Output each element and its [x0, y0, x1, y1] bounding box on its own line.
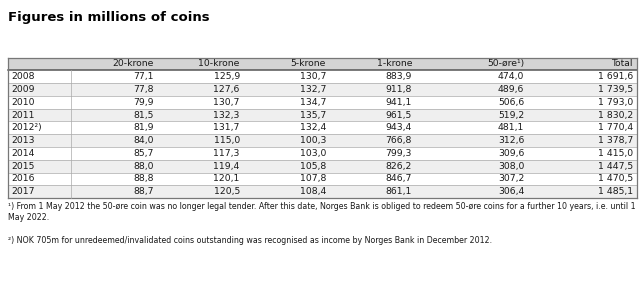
Text: 1 415,0: 1 415,0 [598, 149, 633, 158]
Text: 88,7: 88,7 [133, 187, 154, 196]
Text: 105,8: 105,8 [300, 162, 326, 171]
Text: 941,1: 941,1 [386, 98, 412, 107]
Text: 132,3: 132,3 [213, 111, 240, 120]
Text: 108,4: 108,4 [300, 187, 326, 196]
Text: 1 485,1: 1 485,1 [598, 187, 633, 196]
Text: 107,8: 107,8 [300, 175, 326, 183]
Text: ²) NOK 705m for unredeemed/invalidated coins outstanding was recognised as incom: ²) NOK 705m for unredeemed/invalidated c… [8, 236, 492, 245]
Text: 961,5: 961,5 [386, 111, 412, 120]
Text: Figures in millions of coins: Figures in millions of coins [8, 11, 209, 24]
Text: 50-øre¹): 50-øre¹) [487, 60, 524, 69]
Text: 308,0: 308,0 [498, 162, 524, 171]
Text: 1 378,7: 1 378,7 [598, 136, 633, 145]
Text: 309,6: 309,6 [498, 149, 524, 158]
Text: 2009: 2009 [12, 85, 35, 94]
Text: 312,6: 312,6 [498, 136, 524, 145]
Text: 1 793,0: 1 793,0 [598, 98, 633, 107]
Text: 120,5: 120,5 [214, 187, 240, 196]
Text: 506,6: 506,6 [498, 98, 524, 107]
Text: 1 691,6: 1 691,6 [598, 72, 633, 81]
Text: 1-krone: 1-krone [376, 60, 412, 69]
Text: 20-krone: 20-krone [112, 60, 154, 69]
Text: 519,2: 519,2 [498, 111, 524, 120]
Text: ¹) From 1 May 2012 the 50-øre coin was no longer legal tender. After this date, : ¹) From 1 May 2012 the 50-øre coin was n… [8, 202, 636, 222]
Text: 131,7: 131,7 [213, 123, 240, 132]
Text: 2010: 2010 [12, 98, 35, 107]
Text: 77,1: 77,1 [133, 72, 154, 81]
Text: 5-krone: 5-krone [291, 60, 326, 69]
Text: 826,2: 826,2 [386, 162, 412, 171]
Text: 766,8: 766,8 [386, 136, 412, 145]
Text: 135,7: 135,7 [300, 111, 326, 120]
Text: 130,7: 130,7 [213, 98, 240, 107]
Text: 77,8: 77,8 [133, 85, 154, 94]
Text: 1 470,5: 1 470,5 [598, 175, 633, 183]
Text: 134,7: 134,7 [300, 98, 326, 107]
Text: 103,0: 103,0 [300, 149, 326, 158]
Text: 127,6: 127,6 [213, 85, 240, 94]
Text: 2015: 2015 [12, 162, 35, 171]
Text: 2011: 2011 [12, 111, 35, 120]
Text: 911,8: 911,8 [386, 85, 412, 94]
Text: Total: Total [611, 60, 633, 69]
Text: 2013: 2013 [12, 136, 35, 145]
Text: 2016: 2016 [12, 175, 35, 183]
Text: 79,9: 79,9 [133, 98, 154, 107]
Text: 81,5: 81,5 [133, 111, 154, 120]
Text: 1 830,2: 1 830,2 [598, 111, 633, 120]
Text: 481,1: 481,1 [498, 123, 524, 132]
Text: 88,8: 88,8 [133, 175, 154, 183]
Text: 132,4: 132,4 [300, 123, 326, 132]
Text: 120,1: 120,1 [213, 175, 240, 183]
Text: 307,2: 307,2 [498, 175, 524, 183]
Text: 846,7: 846,7 [386, 175, 412, 183]
Text: 943,4: 943,4 [386, 123, 412, 132]
Text: 2014: 2014 [12, 149, 35, 158]
Text: 799,3: 799,3 [386, 149, 412, 158]
Text: 81,9: 81,9 [133, 123, 154, 132]
Text: 115,0: 115,0 [214, 136, 240, 145]
Text: 10-krone: 10-krone [198, 60, 240, 69]
Text: 1 770,4: 1 770,4 [598, 123, 633, 132]
Text: 88,0: 88,0 [133, 162, 154, 171]
Text: 100,3: 100,3 [300, 136, 326, 145]
Text: 84,0: 84,0 [133, 136, 154, 145]
Text: 117,3: 117,3 [213, 149, 240, 158]
Text: 130,7: 130,7 [300, 72, 326, 81]
Text: 489,6: 489,6 [498, 85, 524, 94]
Text: 119,4: 119,4 [213, 162, 240, 171]
Text: 2017: 2017 [12, 187, 35, 196]
Text: 132,7: 132,7 [300, 85, 326, 94]
Text: 306,4: 306,4 [498, 187, 524, 196]
Text: 85,7: 85,7 [133, 149, 154, 158]
Text: 2012²): 2012²) [12, 123, 42, 132]
Text: 2008: 2008 [12, 72, 35, 81]
Text: 1 447,5: 1 447,5 [598, 162, 633, 171]
Text: 1 739,5: 1 739,5 [598, 85, 633, 94]
Text: 474,0: 474,0 [498, 72, 524, 81]
Text: 861,1: 861,1 [386, 187, 412, 196]
Text: 883,9: 883,9 [386, 72, 412, 81]
Text: 125,9: 125,9 [214, 72, 240, 81]
